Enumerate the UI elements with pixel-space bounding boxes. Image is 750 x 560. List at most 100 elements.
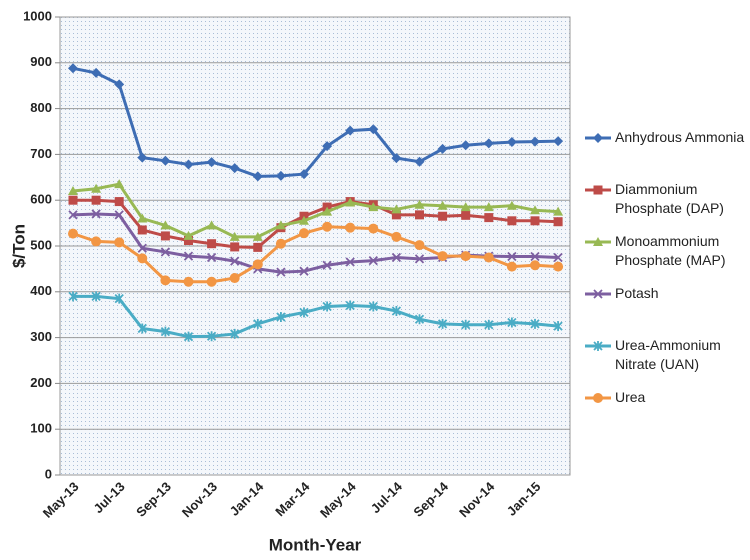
y-tick-label: 0 [45,466,52,481]
marker [160,231,170,241]
marker [299,266,309,276]
marker [206,276,217,287]
marker [483,202,494,212]
marker [483,252,494,263]
marker [276,267,286,277]
marker [322,221,333,232]
marker [553,252,563,263]
series-line [73,198,559,249]
series-line [72,66,559,178]
marker [68,210,78,220]
marker [91,236,102,247]
marker [437,318,448,329]
marker [183,230,194,240]
marker [137,213,148,223]
marker [460,251,471,262]
marker [137,323,147,334]
legend-swatch [585,185,611,195]
y-tick-label: 500 [30,237,52,252]
marker [414,240,425,251]
marker [506,137,517,148]
marker [391,252,402,263]
marker [114,197,124,207]
marker [530,205,540,215]
marker [368,301,378,312]
marker [91,209,101,219]
marker [206,157,217,168]
legend-item: Anhydrous Ammonia [585,128,750,180]
marker [91,195,101,205]
marker [461,319,471,330]
y-tick-label: 1000 [23,8,52,23]
marker [414,254,425,264]
marker [506,200,517,210]
marker [299,307,309,318]
marker [553,261,564,272]
marker [507,216,517,226]
marker [530,216,540,226]
marker [114,210,124,220]
y-tick-label: 300 [30,329,52,344]
y-tick-label: 200 [30,375,52,390]
legend-marker [593,185,603,195]
legend-marker [593,341,603,351]
marker [345,222,356,233]
marker [460,140,471,151]
marker [414,199,425,209]
x-tick-label: Sep-13 [133,479,174,520]
legend-label: Urea [615,389,646,405]
marker [368,256,378,266]
marker [391,210,401,220]
marker [483,138,494,149]
marker [230,328,240,339]
y-tick-label: 800 [30,100,52,115]
marker [183,276,194,287]
marker [137,225,147,235]
legend-label: Urea-Ammonium Nitrate (UAN) [615,337,721,372]
marker [114,79,125,90]
legend-marker [593,393,603,403]
marker [114,179,125,189]
marker [253,318,263,329]
marker [91,291,101,302]
marker [184,236,193,246]
marker [252,171,263,182]
marker [183,159,194,170]
marker [160,326,171,337]
legend-label: Potash [615,285,659,301]
marker [299,228,309,239]
marker [114,293,124,304]
marker [322,260,332,270]
marker [553,217,563,227]
marker [506,261,517,272]
marker [230,242,240,252]
marker [91,67,102,78]
marker [322,206,333,216]
marker [530,136,540,147]
marker [68,63,78,74]
marker [507,251,517,262]
x-tick-label: May-14 [317,478,359,520]
marker [160,220,171,230]
marker [415,210,424,220]
legend-item: Urea-Ammonium Nitrate (UAN) [585,336,750,388]
marker [299,215,309,225]
legend-item: Urea [585,388,750,440]
marker [368,202,379,212]
x-tick-label: Nov-13 [179,479,220,520]
marker [299,169,309,180]
marker [183,251,194,261]
marker [368,223,379,234]
marker [229,273,240,284]
marker [345,197,356,207]
marker [160,275,171,286]
legend-label: Anhydrous Ammonia [615,129,745,145]
marker [275,170,286,181]
marker [368,124,379,135]
marker [484,213,494,223]
marker [137,243,147,253]
marker [114,237,125,248]
marker [322,141,333,152]
marker [391,153,402,164]
